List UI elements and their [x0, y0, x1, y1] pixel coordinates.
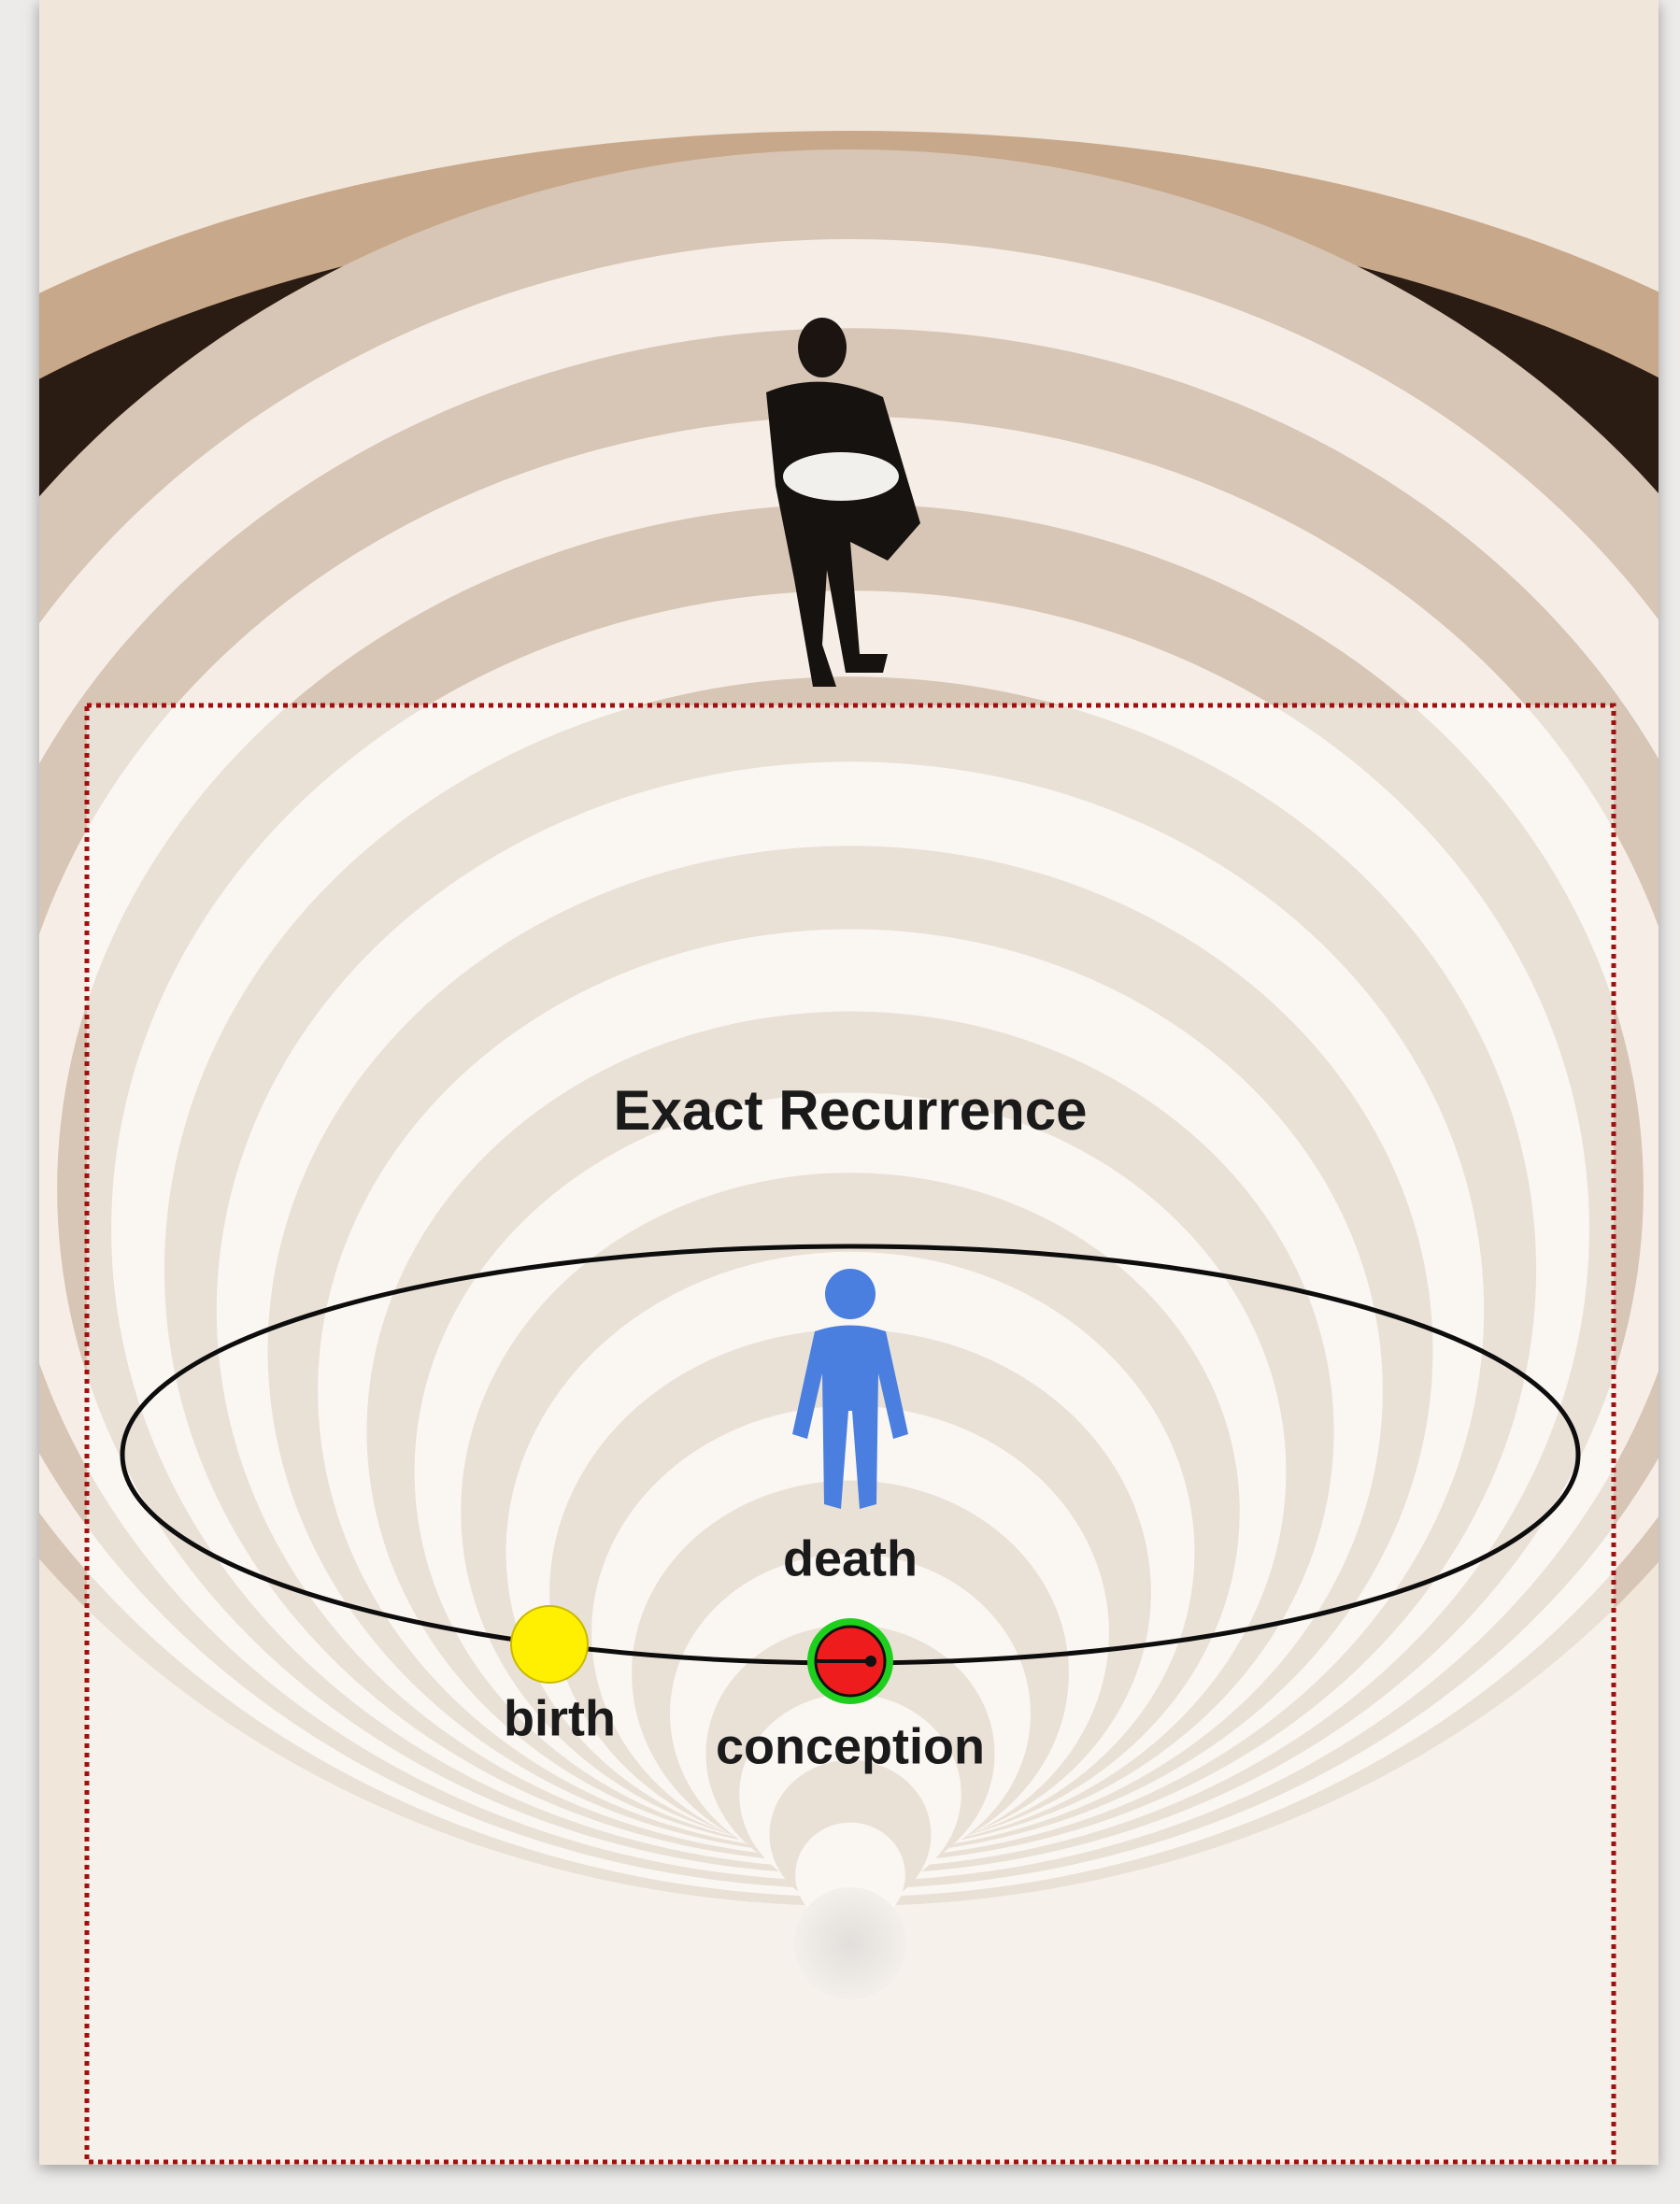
page: {"diagram": {"title": "Exact Recurrence"… [0, 0, 1680, 2204]
conception-pivot [865, 1656, 876, 1667]
scene: Exact Recurrence death birth conception [0, 0, 1680, 2204]
birth-dot [511, 1606, 588, 1683]
node-label: birth [504, 1690, 616, 1746]
node-label: death [783, 1530, 918, 1586]
person-head [825, 1269, 876, 1319]
node-label: conception [716, 1718, 985, 1774]
book [783, 452, 899, 501]
diagram-title: Exact Recurrence [614, 1079, 1088, 1142]
head [798, 318, 847, 377]
overlay-box [87, 705, 1614, 2162]
